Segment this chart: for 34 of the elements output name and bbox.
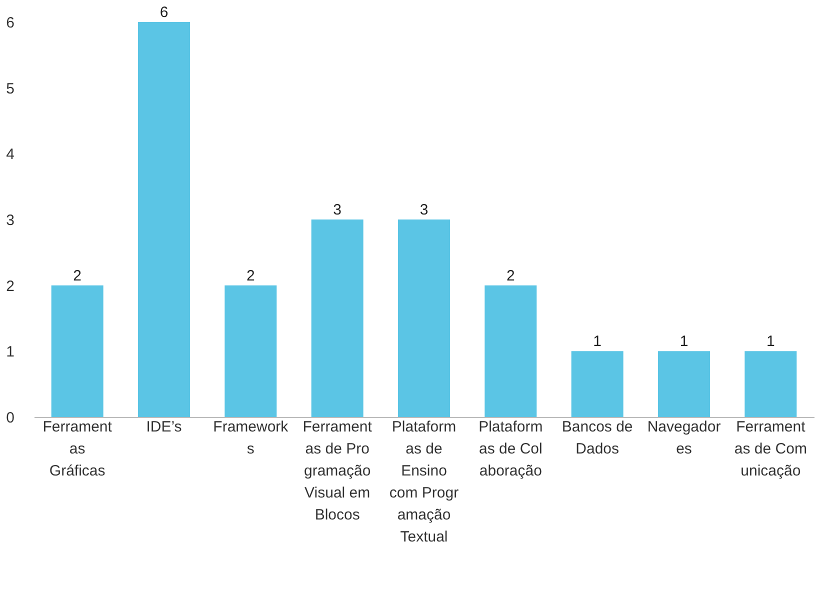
y-tick-label: 4 <box>6 146 14 164</box>
x-tick-label: Ferramentas de Programação Visual em Blocos <box>302 418 373 524</box>
bar <box>311 220 364 417</box>
x-tick-label: Frameworks <box>213 418 289 458</box>
x-tick-label: Ferramentas Gráficas <box>42 418 113 480</box>
data-label: 3 <box>333 202 342 218</box>
data-label: 6 <box>160 4 168 21</box>
x-tick-label: Ferramentas de Comunicação <box>734 418 807 480</box>
data-label: 1 <box>680 333 688 350</box>
data-label: 1 <box>766 333 775 350</box>
data-label: 2 <box>73 267 82 284</box>
data-label: 2 <box>506 267 515 284</box>
bar <box>224 285 277 417</box>
data-label: 1 <box>593 333 602 350</box>
x-tick-label: Plataformas de Ensino com Programação Textual <box>389 418 459 546</box>
data-label: 2 <box>246 267 255 284</box>
bar <box>484 285 537 417</box>
y-tick-label: 6 <box>6 14 14 32</box>
y-tick-label: 0 <box>6 410 14 426</box>
y-tick-label: 5 <box>6 80 14 98</box>
x-tick-label: IDE’s <box>146 418 182 436</box>
y-tick-label: 1 <box>6 344 14 361</box>
x-tick-label: Navegadores <box>647 418 721 458</box>
bar <box>398 220 450 417</box>
x-tick-label: Bancos de Dados <box>562 418 633 458</box>
data-label: 3 <box>420 202 428 218</box>
bar <box>51 285 104 417</box>
x-tick-label: Plataformas de Colaboração <box>478 418 543 480</box>
y-tick-label: 3 <box>6 212 14 229</box>
bar <box>138 22 190 417</box>
bar <box>658 351 710 417</box>
bar <box>571 351 624 417</box>
y-tick-label: 2 <box>6 278 14 295</box>
bar <box>744 351 797 417</box>
